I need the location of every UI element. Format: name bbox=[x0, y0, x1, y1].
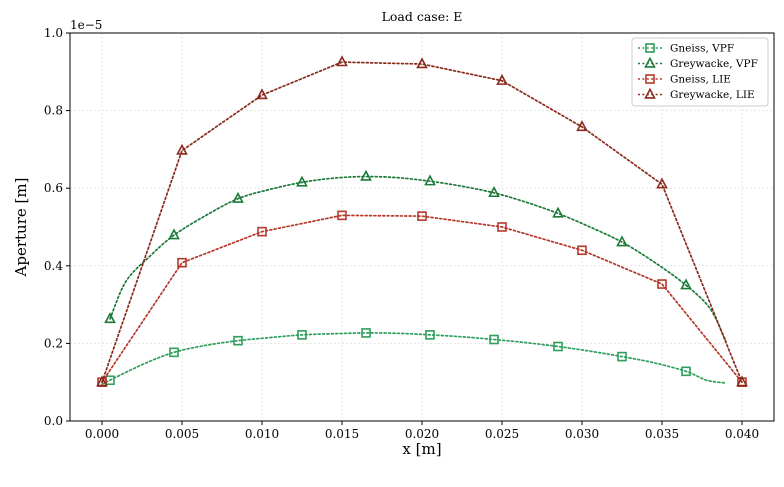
y-offset-label: 1e−5 bbox=[70, 18, 102, 32]
series-line bbox=[101, 61, 743, 384]
x-tick-label: 0.015 bbox=[325, 427, 359, 441]
y-tick-label: 0.6 bbox=[44, 181, 63, 195]
y-tick-label: 1.0 bbox=[44, 26, 63, 40]
data-point bbox=[177, 257, 187, 268]
x-tick-label: 0.000 bbox=[85, 427, 119, 441]
legend-label: Greywacke, VPF bbox=[670, 58, 758, 70]
y-axis-label: Aperture [m] bbox=[12, 178, 30, 278]
y-tick-label: 0.0 bbox=[44, 414, 63, 428]
data-point bbox=[360, 169, 372, 181]
data-point bbox=[336, 55, 348, 67]
x-axis-label: x [m] bbox=[402, 440, 441, 458]
tick-layer: 0.000 0.005 0.010 0.015 0.020 0.025 0.030 0.035… bbox=[44, 26, 759, 441]
legend-marker bbox=[644, 56, 656, 68]
data-point bbox=[257, 226, 267, 237]
data-point bbox=[656, 177, 668, 189]
x-tick-label: 0.030 bbox=[565, 427, 599, 441]
legend-frame bbox=[631, 37, 769, 107]
data-point bbox=[337, 210, 347, 221]
chart-title: Load case: E bbox=[382, 9, 463, 24]
legend-marker bbox=[645, 74, 655, 84]
legend-marker bbox=[645, 43, 655, 53]
data-point bbox=[616, 235, 628, 247]
legend-marker bbox=[644, 87, 656, 99]
data-point bbox=[232, 191, 244, 203]
series-line bbox=[101, 214, 743, 384]
legend-label: Gneiss, VPF bbox=[670, 43, 734, 55]
data-point bbox=[657, 279, 667, 289]
x-tick-label: 0.010 bbox=[245, 427, 279, 441]
data-point bbox=[96, 375, 108, 387]
data-point bbox=[424, 174, 436, 186]
x-tick-label: 0.005 bbox=[165, 427, 199, 441]
data-point bbox=[176, 143, 188, 155]
legend-label: Gneiss, LIE bbox=[670, 74, 731, 86]
x-tick-label: 0.025 bbox=[485, 427, 519, 441]
y-tick-label: 0.2 bbox=[44, 336, 63, 350]
data-point bbox=[417, 211, 427, 221]
legend-label: Greywacke, LIE bbox=[670, 89, 755, 101]
data-point bbox=[497, 222, 507, 232]
series-1 bbox=[104, 169, 727, 343]
y-tick-label: 0.4 bbox=[44, 259, 63, 273]
series-line bbox=[109, 175, 727, 343]
data-point bbox=[168, 228, 180, 240]
data-point bbox=[425, 330, 435, 340]
data-point bbox=[489, 334, 499, 345]
series-layer bbox=[96, 55, 748, 388]
legend-item: Gneiss, VPF bbox=[638, 43, 734, 55]
data-point bbox=[256, 88, 268, 100]
legend-item: Greywacke, LIE bbox=[638, 87, 755, 101]
series-line bbox=[101, 332, 727, 385]
data-point bbox=[488, 186, 500, 198]
data-point bbox=[736, 375, 748, 387]
data-point bbox=[361, 328, 371, 338]
data-point bbox=[416, 57, 428, 69]
data-point bbox=[296, 175, 308, 187]
data-point bbox=[681, 366, 691, 377]
data-point bbox=[576, 120, 588, 132]
legend-item: Greywacke, VPF bbox=[638, 56, 758, 70]
series-2 bbox=[97, 210, 747, 388]
x-tick-label: 0.035 bbox=[645, 427, 679, 441]
legend-item: Gneiss, LIE bbox=[638, 74, 731, 86]
data-point bbox=[233, 335, 243, 346]
data-point bbox=[680, 278, 692, 290]
data-point bbox=[104, 312, 116, 324]
legend-items: Gneiss, VPF Greywacke, VPF Gneiss, LIE Grey… bbox=[638, 43, 758, 101]
data-point bbox=[553, 341, 563, 352]
data-point bbox=[577, 245, 587, 256]
y-tick-label: 0.8 bbox=[44, 104, 63, 118]
data-point bbox=[297, 330, 307, 340]
data-point bbox=[617, 351, 627, 362]
data-point bbox=[496, 73, 508, 85]
x-tick-label: 0.020 bbox=[405, 427, 439, 441]
x-tick-label: 0.040 bbox=[725, 427, 759, 441]
data-point bbox=[552, 206, 564, 218]
series-3 bbox=[96, 55, 748, 387]
legend: Gneiss, VPF Greywacke, VPF Gneiss, LIE Grey… bbox=[631, 37, 769, 107]
data-point bbox=[169, 347, 179, 358]
